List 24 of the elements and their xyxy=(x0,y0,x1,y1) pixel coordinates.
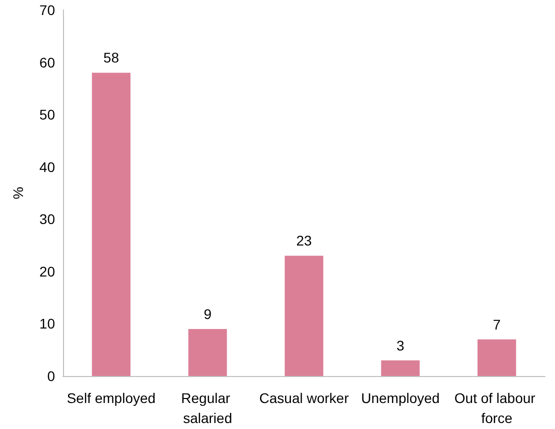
data-label: 3 xyxy=(396,337,404,354)
y-tick-label: 30 xyxy=(39,211,56,228)
data-label: 58 xyxy=(103,50,120,66)
y-tick-label: 60 xyxy=(39,54,56,70)
bar xyxy=(478,339,516,376)
data-label: 9 xyxy=(204,306,212,322)
y-axis-title: % xyxy=(10,186,26,200)
y-tick-label: 0 xyxy=(47,368,56,384)
x-tick-label: Regular salaried xyxy=(181,390,234,426)
bar xyxy=(188,328,227,376)
y-tick-label: 70 xyxy=(39,2,56,18)
y-tick-label: 50 xyxy=(39,106,56,123)
bar xyxy=(92,72,130,376)
y-tick-label: 10 xyxy=(39,316,56,332)
x-tick-label: Casual worker xyxy=(259,390,350,406)
data-label: 23 xyxy=(296,232,312,249)
y-tick-label: 20 xyxy=(39,263,56,280)
x-tick-label: Out of labour force xyxy=(454,390,540,426)
x-tick-label: Self employed xyxy=(66,390,156,406)
x-tick-label: Unemployed xyxy=(361,390,440,406)
data-label: 7 xyxy=(492,316,501,332)
y-tick-label: 40 xyxy=(39,158,56,175)
bar xyxy=(381,360,420,376)
bar xyxy=(284,256,324,376)
